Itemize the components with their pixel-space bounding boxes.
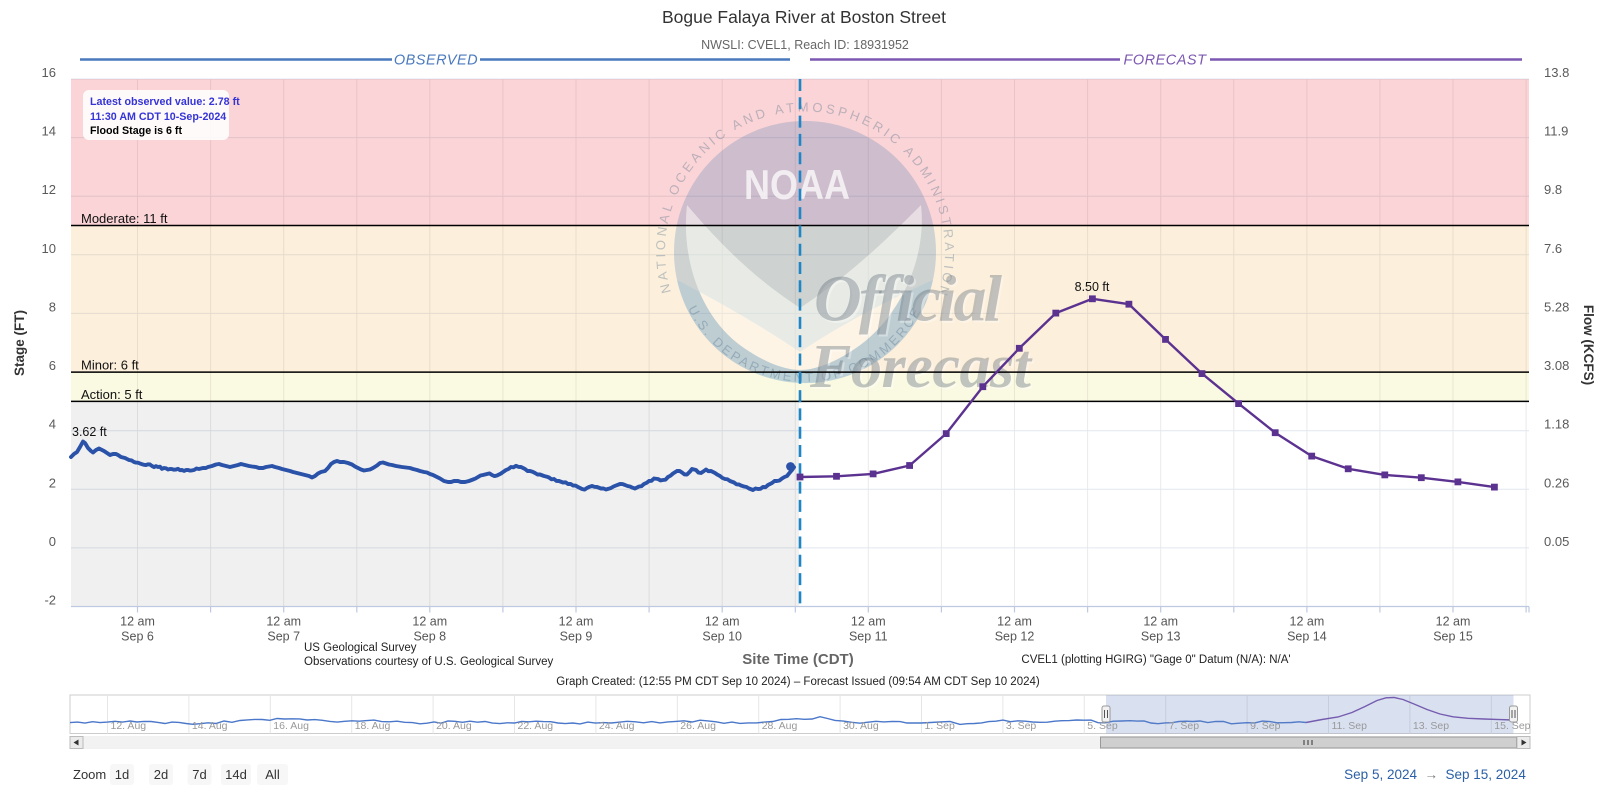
svg-text:12 am: 12 am	[1143, 615, 1178, 629]
svg-text:Zoom: Zoom	[73, 767, 106, 782]
svg-text:5. Sep: 5. Sep	[1087, 720, 1118, 732]
svg-text:Sep 12: Sep 12	[995, 630, 1035, 644]
svg-text:Sep 5, 2024 → Sep 15, 2024: Sep 5, 2024 → Sep 15, 2024	[1344, 767, 1526, 782]
svg-text:Latest observed value: 2.78 ft: Latest observed value: 2.78 ft	[90, 96, 240, 108]
svg-text:10: 10	[42, 241, 56, 256]
svg-text:7d: 7d	[192, 767, 206, 782]
svg-text:0.26: 0.26	[1544, 475, 1569, 490]
svg-text:3.08: 3.08	[1544, 358, 1569, 373]
svg-text:14d: 14d	[225, 767, 247, 782]
svg-text:Sep 7: Sep 7	[267, 630, 300, 644]
svg-text:9. Sep: 9. Sep	[1250, 720, 1281, 732]
svg-text:Sep 14: Sep 14	[1287, 630, 1327, 644]
svg-text:2d: 2d	[154, 767, 168, 782]
svg-text:12. Aug: 12. Aug	[111, 720, 147, 732]
svg-text:Stage (FT): Stage (FT)	[12, 310, 27, 376]
svg-text:12 am: 12 am	[1290, 615, 1325, 629]
svg-text:8.50 ft: 8.50 ft	[1075, 280, 1110, 294]
svg-text:9.8: 9.8	[1544, 182, 1562, 197]
svg-text:16. Aug: 16. Aug	[273, 720, 309, 732]
svg-text:12 am: 12 am	[412, 615, 447, 629]
svg-text:14: 14	[42, 124, 56, 139]
svg-text:Action: 5 ft: Action: 5 ft	[81, 387, 143, 402]
svg-text:0: 0	[49, 534, 56, 549]
svg-text:15. Sep: 15. Sep	[1494, 720, 1530, 732]
svg-text:CVEL1 (plotting HGIRG) "Gage 0: CVEL1 (plotting HGIRG) "Gage 0" Datum (N…	[1021, 654, 1290, 666]
svg-text:NOAA: NOAA	[744, 161, 850, 208]
svg-text:12 am: 12 am	[120, 615, 155, 629]
svg-text:Graph Created: (12:55 PM CDT S: Graph Created: (12:55 PM CDT Sep 10 2024…	[556, 676, 1040, 688]
svg-text:7.6: 7.6	[1544, 241, 1562, 256]
svg-text:6: 6	[49, 358, 56, 373]
svg-text:13.8: 13.8	[1544, 65, 1569, 80]
svg-text:Sep 11: Sep 11	[849, 630, 888, 644]
svg-text:Bogue Falaya River at Boston S: Bogue Falaya River at Boston Street	[662, 7, 946, 27]
svg-text:13. Sep: 13. Sep	[1413, 720, 1449, 732]
svg-text:12: 12	[42, 182, 56, 197]
svg-text:Official: Official	[814, 263, 1003, 336]
svg-text:US Geological Survey: US Geological Survey	[304, 642, 417, 654]
svg-text:11. Sep: 11. Sep	[1332, 720, 1368, 732]
svg-text:22. Aug: 22. Aug	[518, 720, 554, 732]
svg-text:All: All	[265, 767, 280, 782]
svg-text:Forecast: Forecast	[809, 333, 1033, 401]
svg-text:26. Aug: 26. Aug	[680, 720, 716, 732]
svg-text:30. Aug: 30. Aug	[843, 720, 879, 732]
svg-text:Site Time (CDT): Site Time (CDT)	[742, 651, 853, 668]
svg-text:12 am: 12 am	[997, 615, 1032, 629]
svg-text:2: 2	[49, 475, 56, 490]
svg-text:Official: Official	[816, 265, 1005, 338]
svg-text:18. Aug: 18. Aug	[355, 720, 391, 732]
svg-text:16: 16	[42, 65, 56, 80]
svg-text:12 am: 12 am	[1436, 615, 1471, 629]
svg-text:3.62 ft: 3.62 ft	[72, 425, 107, 439]
svg-text:1.18: 1.18	[1544, 417, 1569, 432]
svg-text:Sep 8: Sep 8	[413, 630, 446, 644]
svg-text:Sep 10: Sep 10	[702, 630, 742, 644]
svg-text:28. Aug: 28. Aug	[762, 720, 798, 732]
svg-text:FORECAST: FORECAST	[1124, 53, 1208, 69]
svg-text:11.9: 11.9	[1544, 124, 1568, 139]
svg-text:24. Aug: 24. Aug	[599, 720, 635, 732]
svg-text:Flow (KCFS): Flow (KCFS)	[1581, 305, 1596, 385]
svg-text:Moderate: 11 ft: Moderate: 11 ft	[81, 211, 168, 226]
svg-text:1d: 1d	[115, 767, 129, 782]
svg-text:12 am: 12 am	[266, 615, 301, 629]
svg-text:Flood Stage is 6 ft: Flood Stage is 6 ft	[90, 125, 182, 137]
svg-text:4: 4	[49, 417, 56, 432]
svg-text:OBSERVED: OBSERVED	[394, 53, 478, 69]
svg-text:12 am: 12 am	[705, 615, 740, 629]
svg-text:Observations courtesy of U.S.: Observations courtesy of U.S. Geological…	[304, 656, 554, 668]
svg-text:5.28: 5.28	[1544, 299, 1569, 314]
svg-text:1. Sep: 1. Sep	[925, 720, 956, 732]
svg-text:Sep 13: Sep 13	[1141, 630, 1181, 644]
svg-text:Sep 9: Sep 9	[560, 630, 593, 644]
svg-text:12 am: 12 am	[851, 615, 886, 629]
svg-text:3. Sep: 3. Sep	[1006, 720, 1037, 732]
svg-text:12 am: 12 am	[559, 615, 594, 629]
svg-text:20. Aug: 20. Aug	[436, 720, 472, 732]
svg-text:NWSLI: CVEL1, Reach ID: 189319: NWSLI: CVEL1, Reach ID: 18931952	[701, 38, 909, 52]
svg-text:-2: -2	[44, 593, 56, 608]
svg-text:14. Aug: 14. Aug	[192, 720, 228, 732]
svg-text:11:30 AM CDT 10-Sep-2024: 11:30 AM CDT 10-Sep-2024	[90, 111, 226, 123]
svg-text:Sep 15: Sep 15	[1433, 630, 1473, 644]
svg-text:7. Sep: 7. Sep	[1169, 720, 1200, 732]
svg-text:8: 8	[49, 299, 56, 314]
svg-text:Forecast: Forecast	[811, 335, 1035, 403]
svg-text:Minor: 6 ft: Minor: 6 ft	[81, 358, 139, 373]
svg-text:0.05: 0.05	[1544, 534, 1569, 549]
svg-text:Sep 6: Sep 6	[121, 630, 154, 644]
